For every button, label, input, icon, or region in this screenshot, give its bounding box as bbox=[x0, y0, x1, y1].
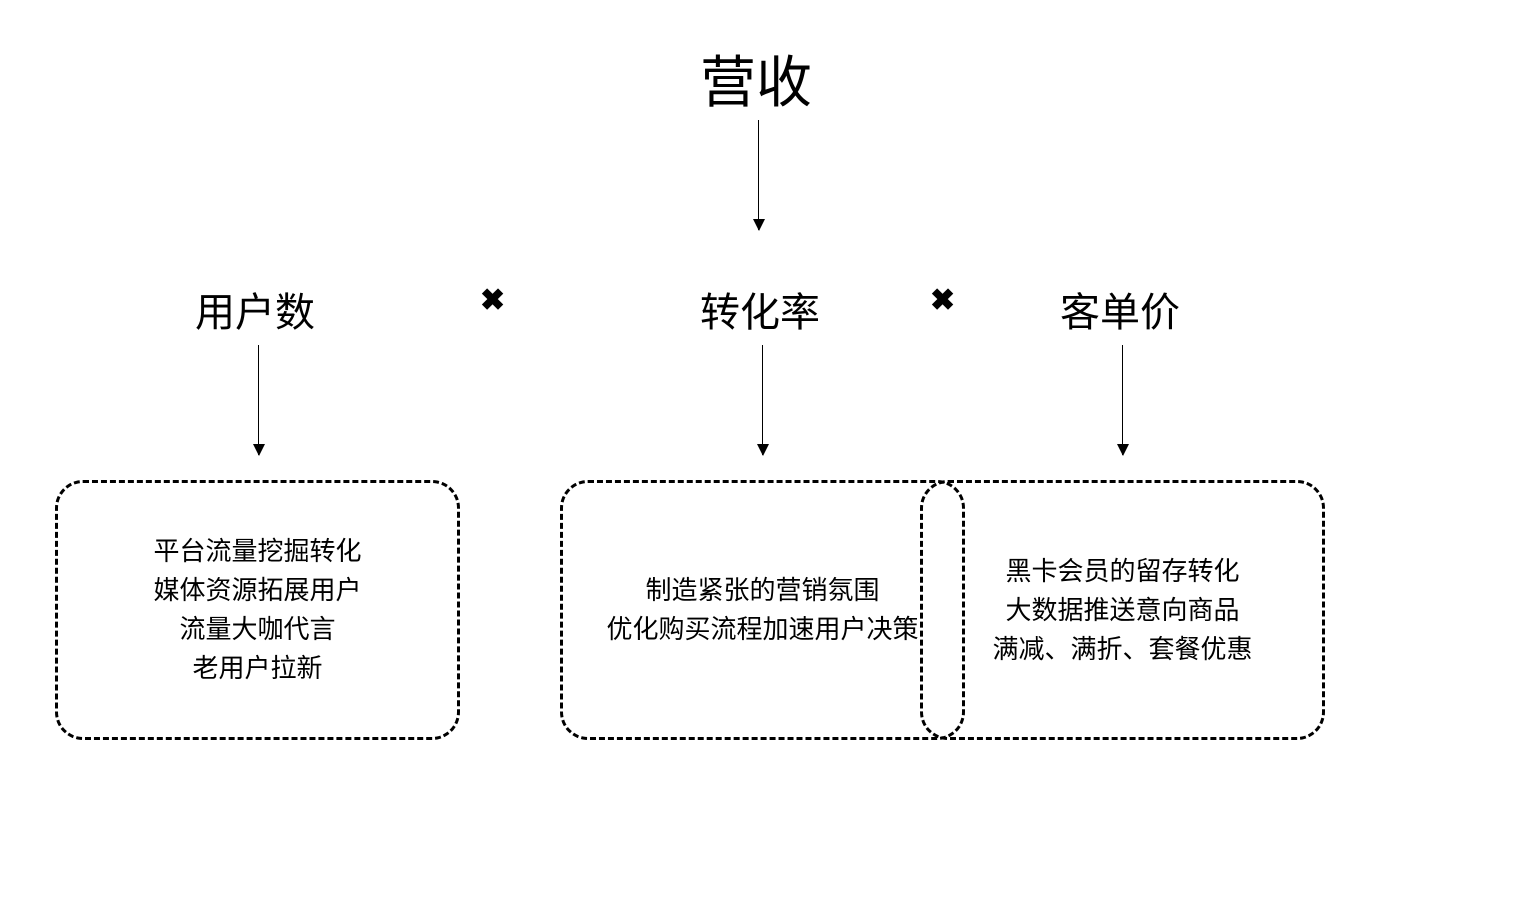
box-users-line: 老用户拉新 bbox=[192, 649, 322, 688]
arrow-factor-conversion bbox=[762, 345, 763, 455]
arrow-factor-users bbox=[258, 345, 259, 455]
box-conversion: 制造紧张的营销氛围 优化购买流程加速用户决策 bbox=[560, 480, 965, 740]
arrow-factor-arpu bbox=[1122, 345, 1123, 455]
multiply-icon: ✖ bbox=[480, 283, 505, 318]
box-users-line: 媒体资源拓展用户 bbox=[153, 571, 361, 610]
box-conversion-line: 制造紧张的营销氛围 bbox=[645, 571, 879, 610]
box-conversion-line: 优化购买流程加速用户决策 bbox=[606, 610, 918, 649]
box-users-line: 平台流量挖掘转化 bbox=[153, 532, 361, 571]
box-users: 平台流量挖掘转化 媒体资源拓展用户 流量大咖代言 老用户拉新 bbox=[55, 480, 460, 740]
box-arpu-line: 满减、满折、套餐优惠 bbox=[992, 630, 1252, 669]
root-title: 营收 bbox=[700, 38, 812, 119]
box-users-line: 流量大咖代言 bbox=[179, 610, 335, 649]
factor-label-arpu: 客单价 bbox=[1060, 280, 1180, 338]
arrow-root bbox=[758, 120, 759, 230]
factor-label-conversion: 转化率 bbox=[700, 280, 820, 338]
box-arpu-line: 黑卡会员的留存转化 bbox=[1005, 552, 1239, 591]
multiply-icon: ✖ bbox=[930, 283, 955, 318]
factor-label-users: 用户数 bbox=[195, 280, 315, 338]
box-arpu: 黑卡会员的留存转化 大数据推送意向商品 满减、满折、套餐优惠 bbox=[920, 480, 1325, 740]
box-arpu-line: 大数据推送意向商品 bbox=[1005, 591, 1239, 630]
